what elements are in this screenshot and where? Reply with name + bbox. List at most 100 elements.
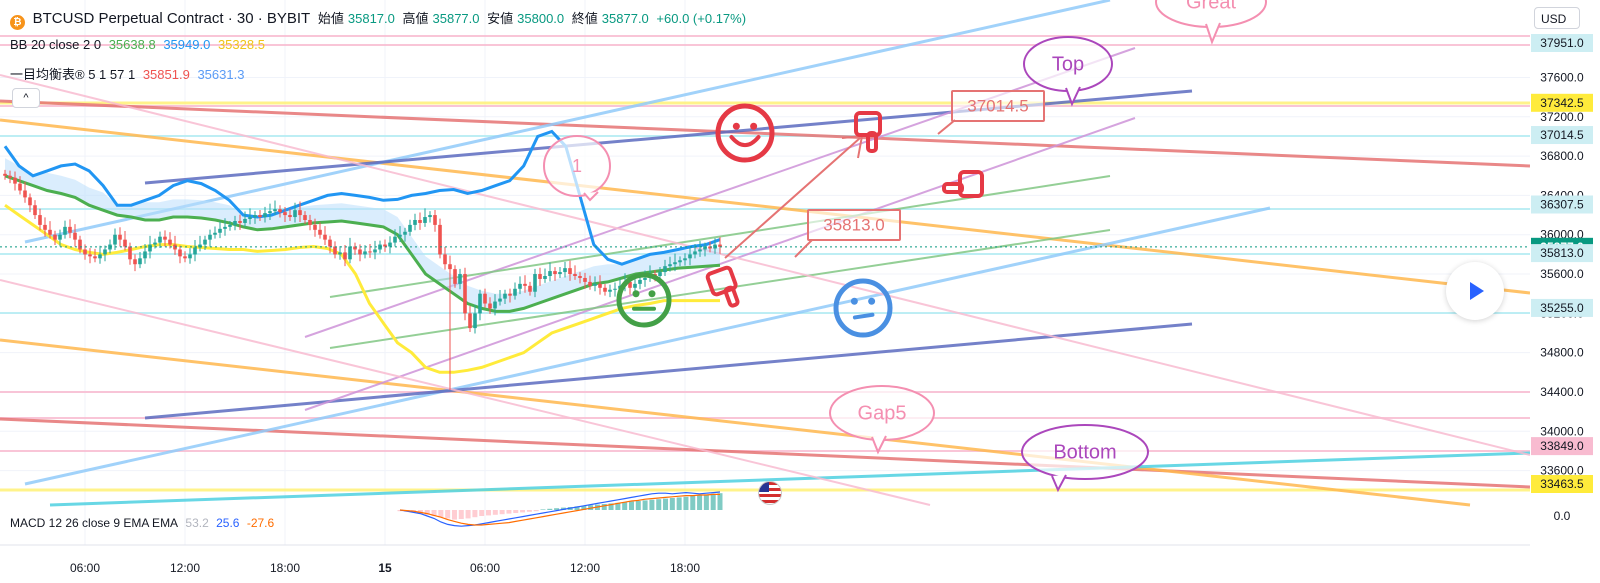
callout-text: Top [1052,54,1084,76]
candle-body [338,252,342,255]
candle-body [703,246,707,250]
macd-legend[interactable]: MACD 12 26 close 9 EMA EMA 53.2 25.6 -27… [10,516,278,530]
candle-body [428,215,432,218]
price-tick-label: 34800.0 [1540,346,1584,360]
candle-body [683,258,687,261]
candle-body [153,242,157,245]
candle-body [178,249,182,257]
candle-body [53,234,57,240]
symbol-legend[interactable]: ₿ BTCUSD Perpetual Contract · 30 · BYBIT… [10,8,750,30]
time-tick-label: 06:00 [70,561,100,575]
price-tag-text: 35255.0 [1540,301,1584,315]
candle-body [608,289,612,292]
candle-body [638,279,642,284]
bb-upper-value: 35949.0 [163,37,211,52]
macd-hist-bar [445,510,451,519]
hand-palm [854,111,882,137]
play-button[interactable] [1446,262,1504,320]
open-value: 35817.0 [347,11,395,26]
ichimoku-legend[interactable]: 一目均衡表® 5 1 57 1 35851.9 35631.3 [10,64,248,83]
price-tag [1531,93,1593,112]
macd-hist-bar [526,510,532,512]
hand-finger [723,285,740,308]
candle-body [628,281,632,288]
price-tick-label: 37600.0 [1540,70,1584,84]
candle-body [303,215,307,220]
symbol-title[interactable]: BTCUSD Perpetual Contract · 30 · BYBIT [32,10,311,27]
candle-body [468,313,472,329]
candle-body [188,254,192,259]
candle-body [23,190,27,198]
candle-body [673,262,677,265]
low-label: 安値 [487,11,514,26]
macd-hist-bar [656,499,662,510]
price-tag-text: 33463.5 [1540,477,1584,491]
candle-body [583,277,587,282]
macd-hist-bar [424,510,430,515]
candle-body [323,234,327,240]
bb-legend[interactable]: BB 20 close 2 0 35638.8 35949.0 35328.5 [10,37,269,52]
candle-body [383,244,387,247]
candle-body [203,239,207,245]
callout-tail [1205,22,1221,45]
candle-body [373,249,377,253]
macd-hist-bar [628,501,634,510]
price-tag [1531,475,1593,493]
emoji-eye [648,290,656,298]
candle-body [38,215,42,225]
candle-body [183,256,187,259]
candle-body [73,232,77,240]
emoji-eye [850,297,858,305]
close-value: 35877.0 [601,11,649,26]
candle-body [433,215,437,225]
candle-body [8,175,12,178]
price-tag-text: 33849.0 [1540,439,1584,453]
candle-body [448,264,452,270]
candle-body [423,217,427,223]
candle-body [238,220,242,223]
macd-hist-bar [683,496,689,510]
emoji-face-icon [833,278,893,338]
time-tick-label: 12:00 [570,561,600,575]
price-tag [1531,126,1593,145]
candle-body [388,242,392,247]
trend-line [329,229,1111,349]
price-tag-text: 37342.5 [1540,96,1584,110]
bollinger-bands [3,129,721,374]
candle-body [693,251,697,255]
label-pointer [937,119,956,135]
price-tag [1531,244,1593,263]
candle-body [78,239,82,250]
trend-line [0,338,1471,507]
candle-body [333,246,337,255]
currency-selector[interactable]: USD [1534,7,1580,29]
candle-body [293,210,297,218]
collapse-legend-button[interactable]: ^ [12,88,40,108]
macd-hist-bar [649,499,655,510]
candle-body [18,183,22,191]
candle-body [93,256,97,259]
us-flag-icon[interactable] [758,481,782,505]
macd-hist-bar [690,495,696,510]
candle-body [463,274,467,314]
time-tick-label: 18:00 [270,561,300,575]
candle-body [288,215,292,218]
candle-body [128,246,132,260]
macd-hist-bar [608,503,614,510]
candle-body [598,283,602,288]
emoji-mouth [852,312,875,320]
candle-body [143,251,147,259]
price-tags: 37951.037342.537014.536307.535877.035813… [1531,34,1593,493]
candle-body [88,254,92,257]
high-value: 35877.0 [432,11,480,26]
candle-body [313,224,317,230]
price-axis-bg [1530,0,1600,583]
candle-body [208,234,212,240]
close-label: 終値 [571,11,598,26]
ichimoku-name: 一目均衡表® 5 1 57 1 [10,67,136,82]
label-pointer [794,239,813,258]
price-tag [1531,34,1593,52]
callout-bubble [543,135,611,197]
candle-body [353,246,357,250]
